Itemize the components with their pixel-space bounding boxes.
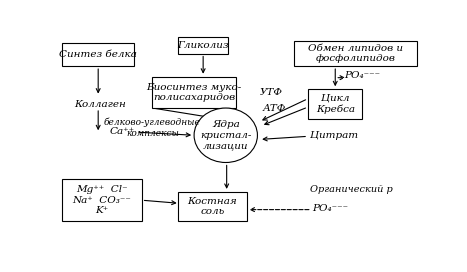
Text: Ядра
кристал-
лизации: Ядра кристал- лизации (200, 120, 251, 150)
FancyBboxPatch shape (178, 37, 228, 54)
Text: Mg⁺⁺  Cl⁻
Na⁺  CO₃⁻⁻
K⁺: Mg⁺⁺ Cl⁻ Na⁺ CO₃⁻⁻ K⁺ (72, 185, 131, 215)
Text: белково-углеводные
комплексы: белково-углеводные комплексы (104, 118, 201, 138)
Text: Коллаген: Коллаген (74, 100, 126, 109)
FancyBboxPatch shape (294, 41, 417, 66)
FancyBboxPatch shape (153, 77, 236, 108)
Text: АТФ: АТФ (263, 104, 286, 113)
Ellipse shape (194, 108, 257, 162)
Text: Костная
соль: Костная соль (187, 197, 237, 216)
Text: Цикл
Кребса: Цикл Кребса (316, 94, 355, 114)
FancyBboxPatch shape (178, 192, 247, 221)
Text: Биосинтез муко-
полисахаридов: Биосинтез муко- полисахаридов (147, 83, 242, 102)
Text: Синтез белка: Синтез белка (59, 50, 137, 59)
Text: PO₄⁻⁻⁻: PO₄⁻⁻⁻ (344, 71, 381, 80)
Text: Гликолиз: Гликолиз (177, 41, 229, 50)
FancyBboxPatch shape (308, 89, 362, 119)
FancyBboxPatch shape (62, 43, 134, 66)
Text: PO₄⁻⁻⁻: PO₄⁻⁻⁻ (312, 204, 348, 213)
Text: Ca⁺⁺: Ca⁺⁺ (109, 126, 134, 135)
Text: Органический р: Органический р (310, 185, 393, 194)
Text: Обмен липидов и
фосфолипидов: Обмен липидов и фосфолипидов (308, 44, 403, 63)
FancyBboxPatch shape (62, 179, 142, 221)
Text: УТФ: УТФ (259, 88, 282, 97)
Text: Цитрат: Цитрат (310, 131, 358, 140)
